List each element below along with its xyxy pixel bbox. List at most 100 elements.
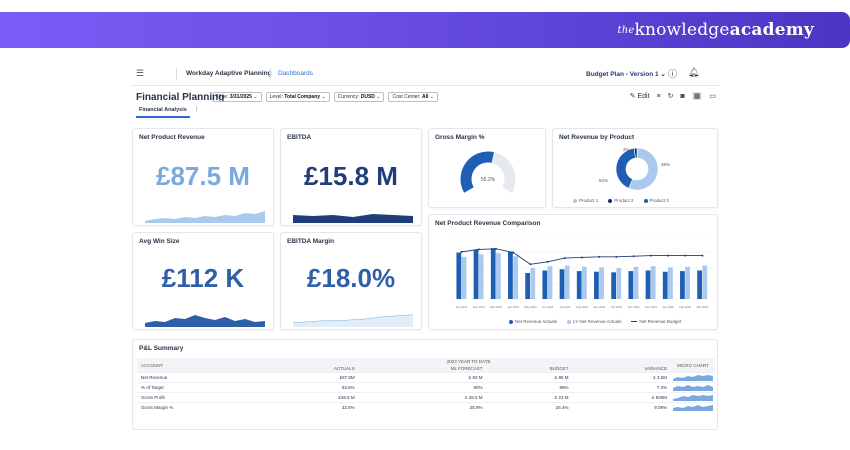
help-icon[interactable]: ⓘ xyxy=(668,69,678,79)
cell-forecast: £ 28.5 M xyxy=(358,392,487,403)
bar-actuals[interactable] xyxy=(628,271,634,299)
budget-point[interactable] xyxy=(615,255,618,258)
bar-actuals[interactable] xyxy=(473,249,479,299)
kpi-card-ebitda[interactable]: EBITDA £15.8 M xyxy=(280,128,422,226)
bar-actuals[interactable] xyxy=(645,270,651,299)
bar-ly-actuals[interactable] xyxy=(564,265,570,299)
revenue-comparison-card[interactable]: Net Product Revenue Comparison Jan 2024 F… xyxy=(428,214,718,330)
more-options-icon[interactable]: ⋮ xyxy=(193,107,200,113)
refresh-icon[interactable]: ↻ xyxy=(667,93,674,100)
filter-cost-center[interactable]: Cost Center: All ⌄ xyxy=(388,92,438,102)
budget-point[interactable] xyxy=(563,257,566,260)
table-row[interactable]: Gross Profit £28.5 M £ 28.5 M £ 23 M £ 5… xyxy=(137,392,715,403)
donut-label: Net Revenue by Product xyxy=(559,134,635,141)
header-actuals: ACTUALS xyxy=(266,365,359,373)
budget-point[interactable] xyxy=(701,254,704,257)
bar-ly-actuals[interactable] xyxy=(513,256,518,299)
toolbar-actions: ✎ Edit ≡ ↻ ◙ ▦ ▭ xyxy=(630,92,716,100)
budget-point[interactable] xyxy=(649,254,652,257)
bar-ly-actuals[interactable] xyxy=(530,268,536,299)
plan-selector[interactable]: Budget Plan - Version 1 ⌄ xyxy=(586,71,666,78)
kpi-label: EBITDA Margin xyxy=(287,238,335,245)
budget-point[interactable] xyxy=(632,255,635,258)
budget-point[interactable] xyxy=(667,254,669,257)
chart-title: Net Product Revenue Comparison xyxy=(435,220,541,227)
bar-ly-actuals[interactable] xyxy=(633,266,639,299)
table-row[interactable]: % of Target 93.6% 90% 99% 7.3% xyxy=(137,382,715,393)
cell-account: Net Revenue xyxy=(137,372,267,383)
bar-actuals[interactable] xyxy=(456,252,462,300)
table-row[interactable]: Net Revenue £87.5M £ 83 M £ 85 M £ 3.5M xyxy=(137,372,715,383)
bar-actuals[interactable] xyxy=(542,270,548,299)
bar-actuals[interactable] xyxy=(576,271,582,299)
donut-slice-product-1[interactable] xyxy=(628,147,659,191)
budget-point[interactable] xyxy=(460,250,463,253)
pl-summary-card: P&L Summary ACCOUNT 2023 YEAR TO DATE MI… xyxy=(132,339,718,430)
bell-icon[interactable]: 🔔︎ xyxy=(688,67,700,77)
bar-actuals[interactable] xyxy=(525,272,530,299)
bar-actuals[interactable] xyxy=(697,270,702,299)
kpi-label: Net Product Revenue xyxy=(139,134,205,141)
kpi-value: £18.0% xyxy=(306,263,396,293)
sparkline-ebitda xyxy=(293,214,413,223)
bar-actuals[interactable] xyxy=(508,251,513,299)
kpi-value: £87.5 M xyxy=(156,161,250,191)
kpi-card-ebitda-margin[interactable]: EBITDA Margin £18.0% xyxy=(280,232,422,330)
budget-point[interactable] xyxy=(495,247,497,250)
bar-actuals[interactable] xyxy=(611,272,616,299)
kpi-card-net-product-revenue[interactable]: Net Product Revenue £87.5 M xyxy=(132,128,274,226)
edit-button[interactable]: ✎ Edit xyxy=(629,93,650,100)
bar-ly-actuals[interactable] xyxy=(616,268,622,299)
hamburger-menu-icon[interactable]: ☰ xyxy=(136,68,145,78)
bar-actuals[interactable] xyxy=(594,271,599,299)
kpi-value: £112 K xyxy=(161,263,245,293)
budget-point[interactable] xyxy=(477,248,480,251)
gross-margin-card[interactable]: Gross Margin % 55.2% xyxy=(428,128,546,208)
bar-ly-actuals[interactable] xyxy=(685,266,690,299)
nav-dashboards[interactable]: Dashboards xyxy=(278,70,314,77)
grid-view-icon[interactable]: ▦ xyxy=(691,92,703,100)
bar-ly-actuals[interactable] xyxy=(668,267,673,299)
bar-ly-actuals[interactable] xyxy=(478,254,484,299)
cell-variance: 7.3% xyxy=(572,382,671,393)
table-row[interactable]: Gross Margin % 32.6% 25.9% 25.4% 9.09% xyxy=(137,402,715,413)
net-revenue-by-product-card[interactable]: Net Revenue by Product 2% 38% 52% Produc… xyxy=(552,128,718,208)
bar-ly-actuals[interactable] xyxy=(599,267,604,299)
donut-slice-product-3[interactable] xyxy=(633,147,638,159)
legend-text: LY Net Revenue Actuals xyxy=(573,319,622,324)
present-icon[interactable]: ▭ xyxy=(709,93,716,100)
micro-chart xyxy=(673,385,713,391)
bar-ly-actuals[interactable] xyxy=(702,265,708,299)
camera-icon[interactable]: ◙ xyxy=(680,92,685,100)
cell-budget: 99% xyxy=(486,382,573,393)
filter-icon[interactable]: ≡ xyxy=(656,92,661,100)
budget-point[interactable] xyxy=(598,255,601,258)
sparkline-net-product-revenue xyxy=(145,211,265,223)
kpi-card-avg-win-size[interactable]: Avg Win Size £112 K xyxy=(132,232,274,330)
budget-point[interactable] xyxy=(512,251,515,254)
gauge-value: 55.2% xyxy=(481,177,496,183)
budget-point[interactable] xyxy=(684,254,687,257)
budget-point[interactable] xyxy=(581,256,583,259)
cell-variance: £ 500M xyxy=(572,392,671,403)
filter-level[interactable]: Level: Total Company ⌄ xyxy=(265,92,330,102)
sparkline-ebitda-margin xyxy=(293,314,413,327)
top-bar: ☰ Workday Adaptive Planning Dashboards B… xyxy=(130,62,720,86)
tab-financial-analysis[interactable]: Financial Analysis xyxy=(136,107,190,118)
bar-actuals[interactable] xyxy=(559,269,565,299)
cell-forecast: 90% xyxy=(358,382,487,393)
bar-ly-actuals[interactable] xyxy=(461,256,467,299)
cell-actuals: 32.6% xyxy=(266,402,359,413)
filter-currency[interactable]: Currency: DUSD ⌄ xyxy=(333,92,385,102)
bar-actuals[interactable] xyxy=(662,271,668,299)
filter-label: Currency: xyxy=(337,94,360,100)
bar-actuals[interactable] xyxy=(680,271,685,299)
budget-point[interactable] xyxy=(529,263,532,266)
bar-ly-actuals[interactable] xyxy=(496,253,501,299)
bar-ly-actuals[interactable] xyxy=(650,266,656,299)
bar-ly-actuals[interactable] xyxy=(582,266,587,299)
budget-point[interactable] xyxy=(546,260,549,263)
bar-ly-actuals[interactable] xyxy=(547,266,553,299)
filter-time[interactable]: Time: 3/31/2025 ⌄ xyxy=(212,92,262,102)
bar-actuals[interactable] xyxy=(490,248,496,299)
